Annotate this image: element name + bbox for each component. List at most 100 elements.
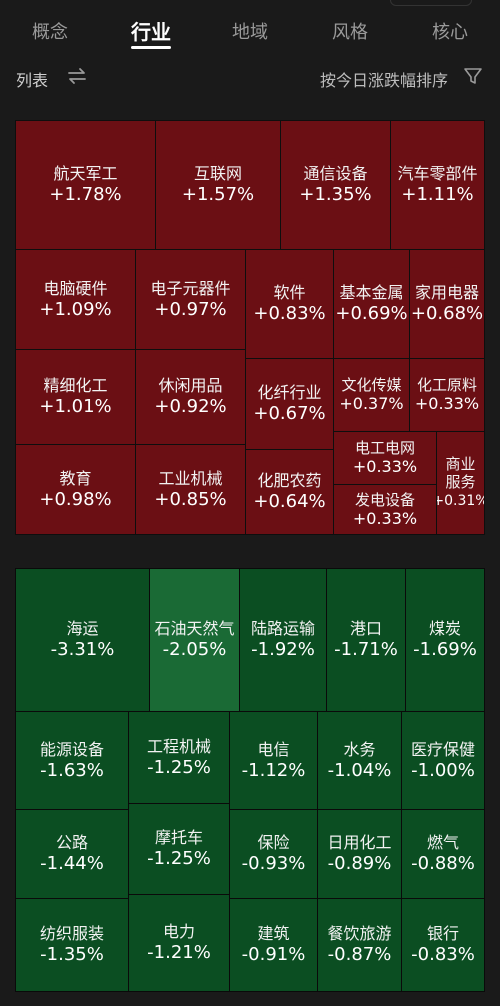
sector-change: -0.87% xyxy=(327,944,392,965)
sector-name: 工业机械 xyxy=(158,468,223,488)
list-view-button[interactable]: 列表 xyxy=(16,71,49,90)
sector-name: 餐饮旅游 xyxy=(327,924,392,943)
sector-tile[interactable]: 通信设备 +1.35% xyxy=(281,121,390,249)
toolbar: 列表 按今日涨跌幅排序 xyxy=(0,55,500,97)
sector-tile[interactable]: 建筑 -0.91% xyxy=(230,899,317,991)
sector-tile[interactable]: 保险 -0.93% xyxy=(230,810,317,898)
sort-button[interactable]: 按今日涨跌幅排序 xyxy=(319,71,448,90)
sector-change: -3.31% xyxy=(50,639,115,660)
sector-change: +1.35% xyxy=(299,184,372,205)
sector-name: 日用化工 xyxy=(327,833,392,852)
sector-name: 发电设备 xyxy=(354,490,415,509)
sector-tile[interactable]: 公路 -1.44% xyxy=(16,810,128,898)
sector-name: 石油天然气 xyxy=(154,619,235,638)
sector-tile[interactable]: 电信 -1.12% xyxy=(230,712,317,809)
sector-name: 教育 xyxy=(59,468,92,488)
sector-change: +0.64% xyxy=(253,491,326,512)
sector-tile[interactable]: 家用电器 +0.68% xyxy=(410,250,484,358)
sector-change: -1.71% xyxy=(334,639,398,660)
sector-change: +0.97% xyxy=(154,298,227,320)
sector-change: +0.69% xyxy=(335,303,408,324)
sector-tile[interactable]: 摩托车 -1.25% xyxy=(129,804,229,894)
sector-change: -1.25% xyxy=(147,756,211,778)
sector-tile[interactable]: 海运 -3.31% xyxy=(16,569,149,711)
swap-icon[interactable] xyxy=(66,65,88,87)
sector-name: 能源设备 xyxy=(39,739,104,759)
sector-tile[interactable]: 餐饮旅游 -0.87% xyxy=(318,899,401,991)
sector-tile[interactable]: 商业 服务 +0.31% xyxy=(437,432,484,534)
sector-name: 基本金属 xyxy=(339,283,404,302)
category-tabs: 概念 行业 地域 风格 核心 xyxy=(0,0,500,49)
sector-change: +0.31% xyxy=(437,493,484,509)
tab-style[interactable]: 风格 xyxy=(332,22,368,43)
sector-change: -1.00% xyxy=(411,759,475,781)
active-tab-indicator xyxy=(131,46,171,49)
sector-change: +0.33% xyxy=(352,457,418,476)
sector-tile[interactable]: 石油天然气 -2.05% xyxy=(150,569,239,711)
sector-name: 互联网 xyxy=(193,164,242,183)
sector-name: 软件 xyxy=(273,283,306,302)
sector-change: -1.35% xyxy=(40,944,104,965)
sector-name: 保险 xyxy=(257,833,290,852)
sector-tile[interactable]: 电工电网 +0.33% xyxy=(334,432,436,484)
sector-name: 煤炭 xyxy=(428,619,461,638)
sector-tile[interactable]: 电脑硬件 +1.09% xyxy=(16,250,135,349)
sector-tile[interactable]: 陆路运输 -1.92% xyxy=(240,569,326,711)
sector-tile[interactable]: 医疗保健 -1.00% xyxy=(402,712,484,809)
sector-change: +0.92% xyxy=(154,396,227,417)
sector-tile[interactable]: 互联网 +1.57% xyxy=(156,121,280,249)
sector-change: +0.98% xyxy=(39,488,112,510)
sector-change: -1.25% xyxy=(147,848,211,869)
tab-core[interactable]: 核心 xyxy=(432,22,468,43)
sector-tile[interactable]: 教育 +0.98% xyxy=(16,445,135,534)
filter-icon[interactable] xyxy=(462,65,484,87)
sector-name: 化肥农药 xyxy=(257,471,322,490)
sector-tile[interactable]: 航天军工 +1.78% xyxy=(16,121,155,249)
sector-tile[interactable]: 燃气 -0.88% xyxy=(402,810,484,898)
sector-name: 摩托车 xyxy=(154,828,203,847)
sector-change: -0.89% xyxy=(327,853,392,874)
sector-change: -1.44% xyxy=(40,853,104,874)
sector-name: 电子元器件 xyxy=(150,278,231,298)
sector-name: 银行 xyxy=(426,924,459,943)
sector-tile[interactable]: 基本金属 +0.69% xyxy=(334,250,409,358)
sector-tile[interactable]: 化纤行业 +0.67% xyxy=(246,359,333,449)
sector-change: +1.57% xyxy=(181,184,255,205)
sector-tile[interactable]: 日用化工 -0.89% xyxy=(318,810,401,898)
sector-name: 建筑 xyxy=(257,924,290,943)
sector-name: 陆路运输 xyxy=(250,619,315,638)
sector-tile[interactable]: 汽车零部件 +1.11% xyxy=(391,121,484,249)
sector-tile[interactable]: 发电设备 +0.33% xyxy=(334,485,436,534)
sector-tile[interactable]: 港口 -1.71% xyxy=(327,569,405,711)
sector-tile[interactable]: 电力 -1.21% xyxy=(129,895,229,991)
tab-concept[interactable]: 概念 xyxy=(32,22,68,43)
sector-change: +1.01% xyxy=(39,396,112,417)
sector-tile[interactable]: 纺织服装 -1.35% xyxy=(16,899,128,991)
sector-tile[interactable]: 软件 +0.83% xyxy=(246,250,333,358)
sector-name: 电力 xyxy=(162,922,195,941)
sector-tile[interactable]: 化工原料 +0.33% xyxy=(410,359,484,431)
sector-change: -0.88% xyxy=(411,853,475,874)
sector-change: +0.33% xyxy=(352,508,418,528)
sector-change: +0.37% xyxy=(339,394,404,413)
sector-tile[interactable]: 能源设备 -1.63% xyxy=(16,712,128,809)
sector-tile[interactable]: 休闲用品 +0.92% xyxy=(136,350,245,444)
sector-change: +0.85% xyxy=(154,488,227,510)
sector-tile[interactable]: 精细化工 +1.01% xyxy=(16,350,135,444)
sector-change: -1.12% xyxy=(241,759,306,781)
sector-name: 通信设备 xyxy=(303,164,368,183)
tab-region[interactable]: 地域 xyxy=(232,22,268,43)
sector-tile[interactable]: 文化传媒 +0.37% xyxy=(334,359,409,431)
sector-name-line2: 服务 xyxy=(445,473,476,491)
tab-industry[interactable]: 行业 xyxy=(131,20,171,44)
sector-name: 海运 xyxy=(66,619,99,638)
sector-tile[interactable]: 工程机械 -1.25% xyxy=(129,712,229,803)
sector-tile[interactable]: 银行 -0.83% xyxy=(402,899,484,991)
sector-tile[interactable]: 煤炭 -1.69% xyxy=(406,569,484,711)
sector-change: +1.78% xyxy=(49,184,122,205)
sector-tile[interactable]: 化肥农药 +0.64% xyxy=(246,450,333,534)
sector-tile[interactable]: 水务 -1.04% xyxy=(318,712,401,809)
sector-tile[interactable]: 工业机械 +0.85% xyxy=(136,445,245,534)
sector-tile[interactable]: 电子元器件 +0.97% xyxy=(136,250,245,349)
sector-name: 医疗保健 xyxy=(410,739,475,759)
